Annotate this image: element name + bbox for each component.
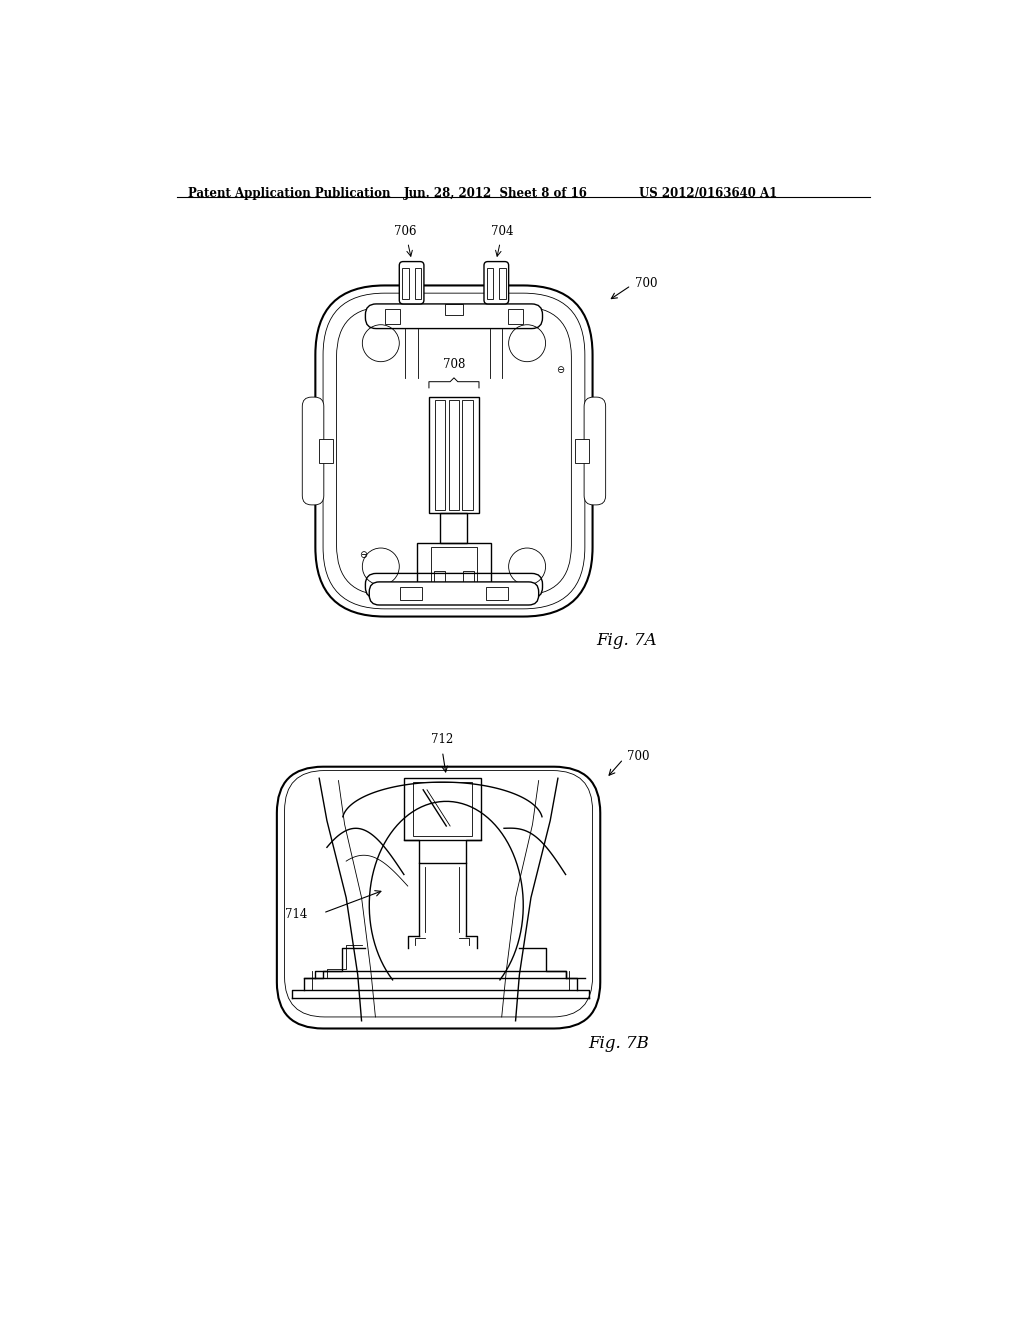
Bar — [444, 304, 463, 314]
FancyBboxPatch shape — [484, 261, 509, 304]
Text: 700: 700 — [628, 750, 649, 763]
Bar — [403, 779, 481, 840]
Bar — [440, 512, 467, 544]
Text: 712: 712 — [431, 733, 454, 746]
FancyBboxPatch shape — [337, 306, 571, 595]
Text: 704: 704 — [492, 226, 514, 239]
Text: 700: 700 — [635, 277, 657, 289]
FancyBboxPatch shape — [366, 304, 543, 329]
FancyBboxPatch shape — [366, 573, 543, 598]
Text: 714: 714 — [286, 908, 307, 921]
Text: US 2012/0163640 A1: US 2012/0163640 A1 — [639, 187, 777, 199]
Bar — [402, 268, 409, 300]
Bar — [413, 781, 472, 836]
Bar — [415, 268, 421, 300]
Bar — [435, 400, 445, 510]
FancyBboxPatch shape — [370, 582, 539, 605]
Text: ⊖: ⊖ — [359, 550, 368, 560]
Bar — [508, 309, 523, 323]
FancyBboxPatch shape — [315, 285, 593, 616]
Bar — [486, 587, 508, 599]
FancyBboxPatch shape — [584, 397, 605, 506]
Bar — [487, 268, 494, 300]
Bar — [434, 572, 444, 582]
Text: ⊖: ⊖ — [556, 366, 564, 375]
Text: 708: 708 — [442, 358, 465, 371]
Bar — [429, 397, 479, 512]
Bar — [385, 309, 400, 323]
Text: Fig. 7B: Fig. 7B — [589, 1035, 649, 1052]
FancyBboxPatch shape — [399, 261, 424, 304]
Text: Fig. 7A: Fig. 7A — [596, 632, 657, 649]
Text: Jun. 28, 2012  Sheet 8 of 16: Jun. 28, 2012 Sheet 8 of 16 — [403, 187, 588, 199]
Bar — [400, 587, 422, 599]
Bar — [463, 400, 473, 510]
FancyBboxPatch shape — [302, 397, 324, 506]
Bar — [500, 268, 506, 300]
Bar — [319, 440, 333, 462]
Bar — [431, 548, 477, 586]
FancyBboxPatch shape — [285, 771, 593, 1016]
Text: 706: 706 — [394, 226, 417, 239]
FancyBboxPatch shape — [276, 767, 600, 1028]
Bar — [463, 572, 474, 582]
Bar — [418, 544, 490, 590]
FancyBboxPatch shape — [323, 293, 585, 609]
Bar — [574, 440, 589, 462]
Text: Patent Application Publication: Patent Application Publication — [188, 187, 391, 199]
Bar — [449, 400, 460, 510]
